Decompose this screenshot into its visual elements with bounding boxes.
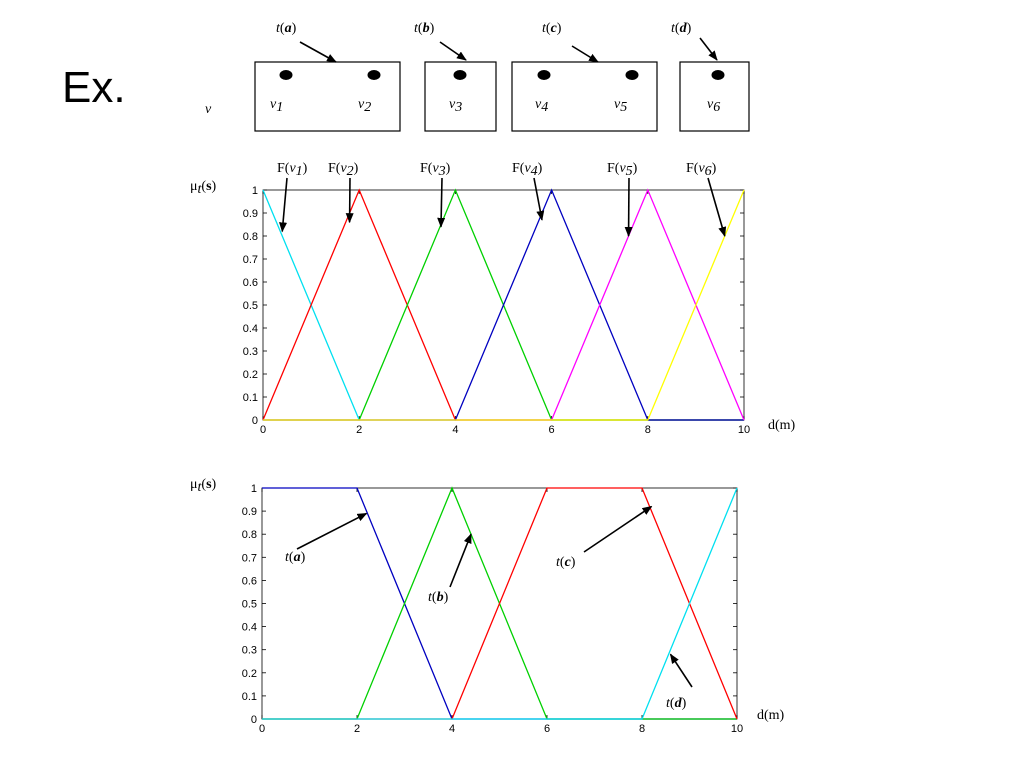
y-tick-label: 0.6 [243, 277, 258, 289]
chart-top: 00.10.20.30.40.50.60.70.80.910 2 4 6 8 10μt(s… [190, 161, 796, 436]
x-tick-label: 0 [260, 424, 266, 436]
region-arrow-c [571, 45, 599, 63]
series-line-3 [262, 487, 738, 720]
region-box-b [424, 61, 497, 132]
region-box-c [511, 61, 658, 132]
y-tick-label: 0.6 [242, 575, 257, 587]
y-tick-label: 0.1 [243, 392, 258, 404]
annotation-label: F(ν4) [512, 161, 543, 179]
y-tick-label: 0.4 [242, 622, 257, 634]
region-arrow-d [699, 37, 718, 61]
slide-title: Ex. [62, 63, 126, 112]
annotation-label: t(d) [666, 696, 687, 711]
node-label: ν4 [535, 97, 548, 115]
annotation-label: t(a) [285, 550, 306, 565]
series-line-4 [262, 487, 738, 720]
annotation-label: F(ν6) [686, 161, 717, 179]
annotation-arrow [449, 533, 472, 588]
annotation-arrow [437, 177, 446, 228]
y-tick-label: 0.9 [243, 208, 258, 220]
node-label: ν1 [270, 97, 283, 115]
node-dot [537, 70, 551, 80]
x-tick-label: 0 [259, 723, 265, 735]
x-axis-label: d(m) [768, 418, 796, 433]
x-tick-label: 8 [639, 723, 645, 735]
x-tick-label: 8 [645, 424, 651, 436]
annotation-label: F(ν3) [420, 161, 451, 179]
annotation-label: t(c) [556, 555, 576, 570]
series-line-6 [263, 189, 745, 421]
annotation-arrow [533, 177, 545, 221]
set-symbol: ν [205, 102, 212, 117]
y-tick-label: 0.2 [242, 668, 257, 680]
y-tick-label: 0.9 [242, 506, 257, 518]
y-tick-label: 1 [251, 483, 257, 495]
region-label-d: t(d) [671, 21, 692, 36]
y-tick-label: 0.5 [243, 300, 258, 312]
region-box-d [679, 61, 750, 132]
y-tick-label: 0 [251, 714, 257, 726]
node-label: ν6 [707, 97, 720, 115]
node-dot [453, 70, 467, 80]
y-tick-label: 0.3 [242, 645, 257, 657]
y-tick-label: 0 [252, 415, 258, 427]
annotation-arrow [669, 653, 693, 688]
y-tick-label: 0.2 [243, 369, 258, 381]
node-label: ν2 [358, 97, 371, 115]
region-label-b: t(b) [414, 21, 435, 36]
region-diagram: ν t(a) ν1 ν2 t(b) ν3 t(c) ν4 ν5 t(d) ν6 [205, 21, 750, 132]
annotation-label: F(ν5) [607, 161, 638, 179]
chart-bottom: 00.10.20.30.40.50.60.70.80.910 2 4 6 8 10μt(s… [190, 477, 785, 735]
node-label: ν5 [614, 97, 627, 115]
annotation-arrow [583, 505, 653, 553]
annotation-label: F(ν2) [328, 161, 359, 179]
annotation-arrow [279, 177, 288, 233]
annotation-arrow [296, 512, 368, 550]
annotation-label: F(ν1) [277, 161, 308, 179]
y-tick-label: 0.5 [242, 599, 257, 611]
region-label-c: t(c) [542, 21, 562, 36]
y-tick-label: 0.3 [243, 346, 258, 358]
y-tick-label: 0.7 [243, 254, 258, 266]
node-dot [711, 70, 725, 80]
x-tick-label: 2 [354, 723, 360, 735]
y-tick-label: 0.1 [242, 691, 257, 703]
y-tick-label: 0.7 [242, 552, 257, 564]
y-axis-label: μt(s) [190, 477, 217, 495]
x-tick-label: 2 [356, 424, 362, 436]
node-dot [625, 70, 639, 80]
node-dot [367, 70, 381, 80]
x-tick-label: 10 [731, 723, 743, 735]
node-dot [279, 70, 293, 80]
series-line-4 [263, 188, 744, 421]
y-tick-label: 1 [252, 185, 258, 197]
region-label-a: t(a) [276, 21, 297, 36]
y-tick-label: 0.4 [243, 323, 258, 335]
x-tick-label: 4 [449, 723, 455, 735]
region-arrow-b [439, 41, 467, 61]
region-arrow-a [299, 41, 337, 63]
x-tick-label: 6 [544, 723, 550, 735]
y-tick-label: 0.8 [242, 529, 257, 541]
x-tick-label: 6 [549, 424, 555, 436]
annotation-arrow [707, 177, 727, 237]
x-axis-label: d(m) [757, 708, 785, 723]
annotation-label: t(b) [428, 590, 449, 605]
x-tick-label: 10 [738, 424, 750, 436]
y-axis-label: μt(s) [190, 179, 217, 197]
node-label: ν3 [449, 97, 462, 115]
y-tick-label: 0.8 [243, 231, 258, 243]
x-tick-label: 4 [452, 424, 458, 436]
